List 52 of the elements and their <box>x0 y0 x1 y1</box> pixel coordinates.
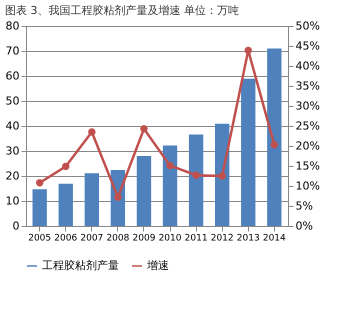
point <box>114 194 122 201</box>
point <box>244 46 252 54</box>
y2-tick-label: 15% <box>296 160 320 172</box>
x-tick-label: 2005 <box>28 234 52 244</box>
y-tick-label: 30 <box>6 144 20 158</box>
legend-label: 工程胶粘剂产量 <box>42 259 119 272</box>
bar <box>241 78 256 226</box>
point <box>88 128 96 136</box>
x-tick-label: 2008 <box>106 234 130 244</box>
y2-tick-label: 30% <box>296 100 320 112</box>
x-tick-label: 2007 <box>80 234 104 244</box>
bar <box>58 184 73 226</box>
y2-tick-label: 5% <box>296 200 313 212</box>
y2-tick-label: 45% <box>296 40 320 52</box>
bar <box>136 156 152 226</box>
x-tick-label: 2012 <box>210 234 234 244</box>
x-tick-label: 2014 <box>262 234 286 244</box>
x-tick-label: 2010 <box>158 234 182 244</box>
y-tick-label: 40 <box>6 120 20 132</box>
y2-tick-label: 10% <box>296 180 320 192</box>
y-tick-label: 10 <box>6 194 20 208</box>
x-tick-label: 2006 <box>54 234 78 244</box>
x-tick-label: 2009 <box>132 234 156 244</box>
point <box>140 125 148 132</box>
y-tick-label: 20 <box>6 170 20 182</box>
x-tick-label: 2011 <box>184 234 208 244</box>
bar <box>215 124 230 226</box>
legend-label: 增速 <box>146 259 169 272</box>
y2-tick-label: 0% <box>296 220 313 232</box>
y2-tick-label: 35% <box>296 80 320 92</box>
bar <box>188 134 204 226</box>
point <box>62 162 70 170</box>
point <box>192 172 200 179</box>
bar <box>267 48 282 226</box>
y2-tick-label: 25% <box>296 120 320 132</box>
y-tick-label: 50 <box>6 94 20 108</box>
y-tick-label: 60 <box>6 70 20 82</box>
bar <box>84 173 99 226</box>
point <box>218 172 226 180</box>
y-tick-label: 80 <box>6 20 20 32</box>
point <box>36 179 44 186</box>
y-tick-label: 70 <box>6 44 20 58</box>
point <box>166 162 174 170</box>
chart-title: 图表 3、我国工程胶粘剂产量及增速 单位：万吨 <box>5 4 240 17</box>
y2-tick-label: 50% <box>296 20 320 32</box>
y2-tick-label: 40% <box>296 60 320 72</box>
bar <box>32 189 47 226</box>
point <box>270 141 278 148</box>
x-tick-label: 2013 <box>236 234 260 244</box>
y2-tick-label: 20% <box>296 140 320 152</box>
bar <box>162 146 178 226</box>
y-tick-label: 0 <box>12 220 20 232</box>
